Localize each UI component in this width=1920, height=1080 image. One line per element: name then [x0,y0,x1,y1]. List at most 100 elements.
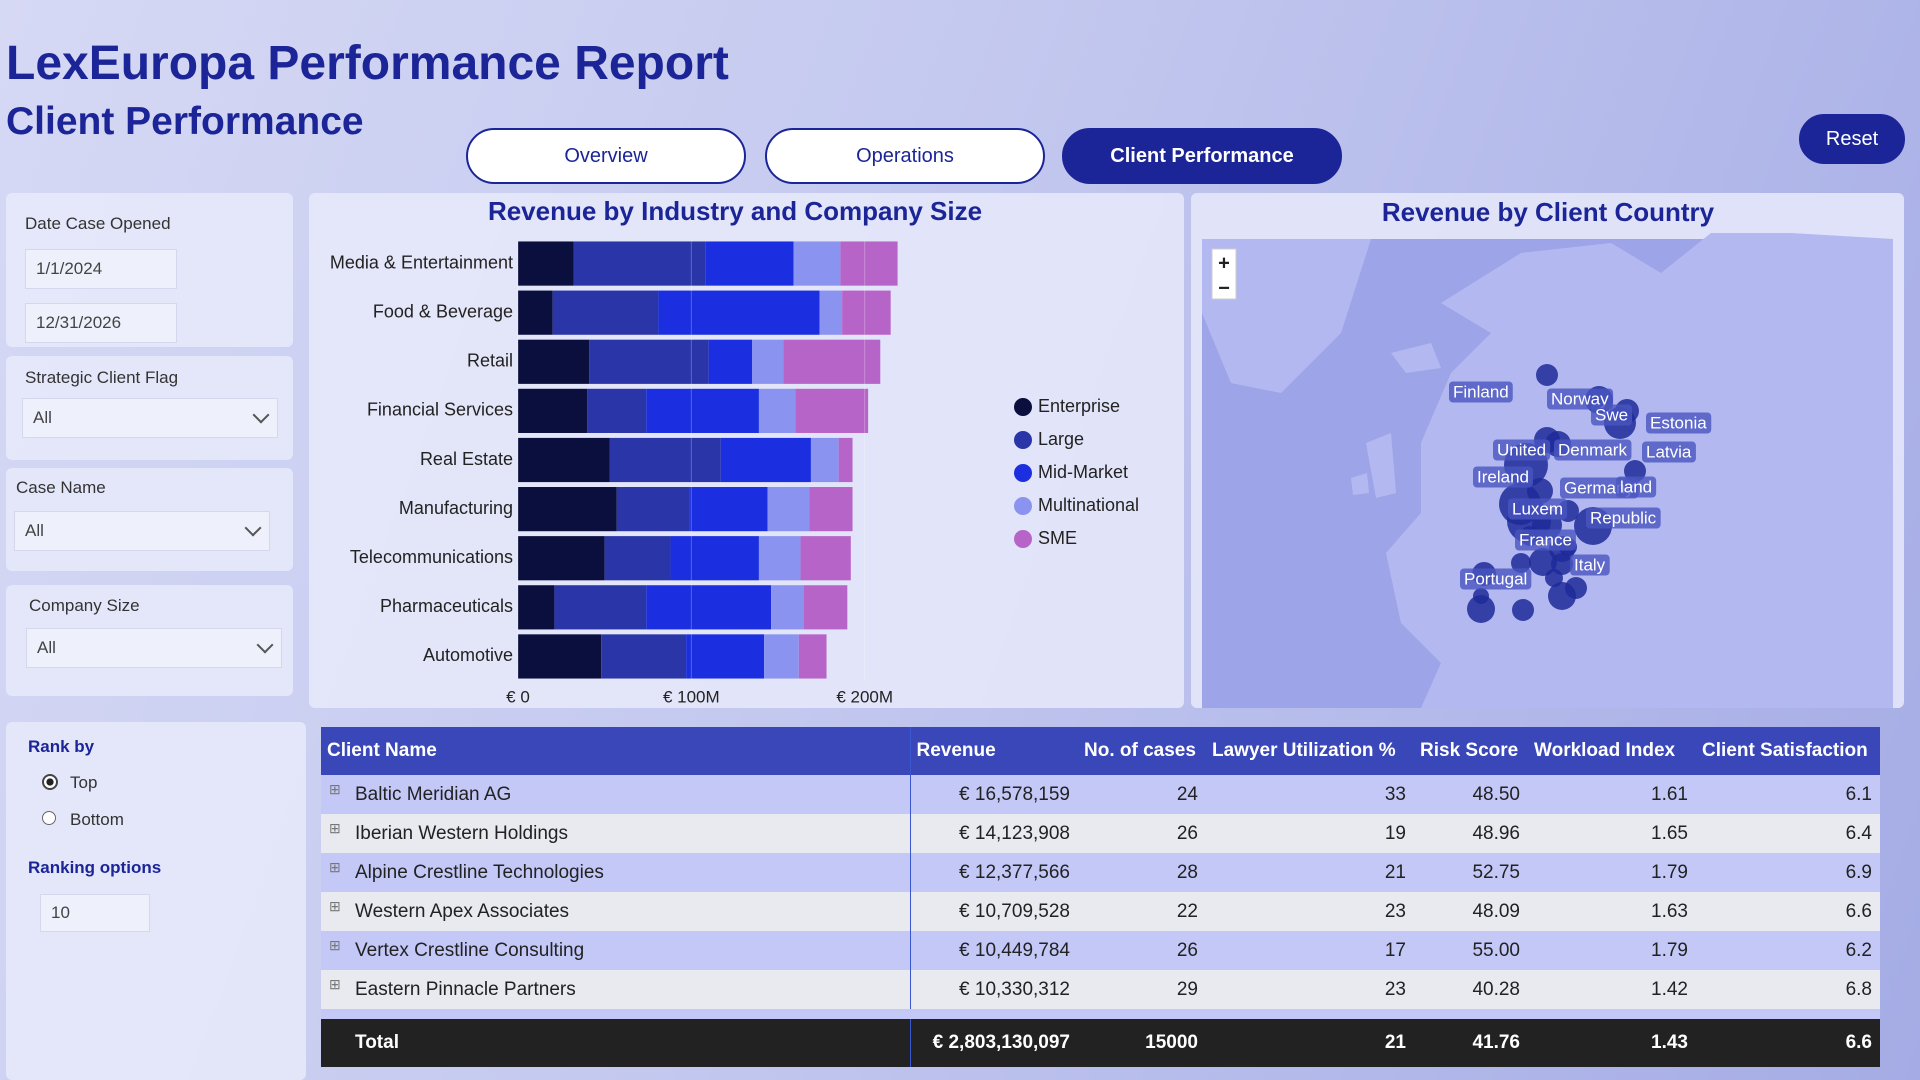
zoom-in[interactable]: + [1218,252,1230,274]
tab[interactable]: Client Performance [1062,128,1342,184]
x-tick-label: € 100M [663,687,720,706]
dropdown-value: All [25,521,44,540]
date-text: 1/1/2024 [36,259,103,278]
table-row: Iberian Western Holdings€ 14,123,9082619… [321,814,1880,853]
zoom-out[interactable]: − [1218,277,1230,299]
rank-input[interactable]: 10 [40,894,150,932]
bar-segment [819,290,843,335]
table-cell: 52.75 [1414,853,1528,892]
y-tick-label: Media & Entertainment [330,252,513,272]
map: Revenue by Client Country + − Norway Finl… [1202,197,1893,708]
chart: Revenue by Industry and Company Size Med… [330,196,1139,707]
y-tick-label: Real Estate [420,449,513,469]
bar-segment [646,585,772,630]
bar-segment [518,536,605,581]
legend-label: Mid-Market [1038,462,1128,482]
bar-segment [764,634,799,679]
bar-segment [686,634,765,679]
table-cell: 23 [1206,892,1414,931]
bar-segment [552,290,659,335]
strategic-filter: Strategic Client Flag All [6,356,293,460]
map-label: Latvia [1646,442,1692,461]
table-cell: 21 [1206,853,1414,892]
map-label: Portugal [1464,569,1527,588]
table-cell-empty [1696,1009,1880,1019]
zoom-control[interactable] [1211,248,1237,300]
table-cell: 6.6 [1696,892,1880,931]
table-cell: 40.28 [1414,970,1528,1009]
total-cell: Total [321,1019,910,1067]
rank-panel: Rank by Top Bottom Ranking options 10 [6,722,306,1080]
date-input[interactable]: 12/31/2026 [25,303,177,343]
bar-segment [771,585,804,630]
radio-on[interactable] [42,774,58,790]
map-bubble [1512,599,1534,621]
column-header: Lawyer Utilization % [1206,727,1414,775]
table-cell: 48.96 [1414,814,1528,853]
table-cell: Alpine Crestline Technologies [321,853,910,892]
map-label-group: Finland [1449,381,1513,403]
legend-label: Large [1038,429,1084,449]
table-cell: 48.50 [1414,775,1528,814]
map-label-bg [1646,412,1712,434]
reset-button[interactable]: Reset [1799,114,1905,164]
column-header: No. of cases [1078,727,1206,775]
map-label: Denmark [1558,440,1627,459]
map-label: Ireland [1477,467,1529,486]
filter-label: Strategic Client Flag [25,368,179,387]
table-cell: 23 [1206,970,1414,1009]
map-bubble [1536,364,1558,386]
radio-off[interactable] [42,811,56,825]
map-label-bg [1449,381,1513,403]
bar-segment [720,437,811,483]
bar-segment [609,437,721,483]
rank-label: Rank by [28,737,95,756]
table-cell: 17 [1206,931,1414,970]
filter-label: Case Name [16,478,106,497]
table-cell: 1.79 [1528,853,1696,892]
bar-segment [810,437,839,483]
map-label: Swe [1595,405,1628,424]
bar-segment [518,487,617,532]
map-label-bg [1554,439,1632,461]
bar-segment [518,585,555,630]
tab[interactable]: Overview [466,128,746,184]
bar-segment [604,536,671,581]
bar-segment [783,339,881,384]
map-label-group: Portugal [1460,568,1532,590]
map-label: Italy [1574,555,1606,574]
tab[interactable]: Operations [765,128,1045,184]
dropdown-value: All [33,408,52,427]
legend-swatch [1014,464,1032,482]
legend-label: Enterprise [1038,396,1120,416]
map-label-bg [1570,554,1610,576]
table-cell: € 10,449,784 [909,931,1078,970]
date-input[interactable]: 1/1/2024 [25,249,177,289]
dropdown[interactable]: All [22,398,278,438]
table-cell: 55.00 [1414,931,1528,970]
total-row: Total € 2,803,130,097 15000 21 41.76 1.43 6.6 [321,1019,1880,1067]
map-label-bg [1547,388,1614,410]
bar-segment [518,339,590,384]
map-label-group: Latvia [1642,441,1696,463]
map-label-bg [1586,507,1661,529]
map-bubble [1527,478,1553,504]
dropdown[interactable]: All [14,511,270,551]
map-label: Norway [1551,389,1609,408]
dropdown[interactable]: All [26,628,282,668]
table-cell: 6.8 [1696,970,1880,1009]
bar-segment [800,536,851,581]
table-row: Alpine Crestline Technologies€ 12,377,56… [321,853,1880,892]
table-cell: 26 [1078,814,1206,853]
total-cell: 21 [1206,1019,1414,1067]
map-label-bg [1591,404,1633,426]
report-title: LexEuropa Performance Report [6,37,729,90]
table-cell: Baltic Meridian AG [321,775,910,814]
bar-segment [646,388,759,433]
total-cell: 41.76 [1414,1019,1528,1067]
map-label: land [1620,477,1652,496]
table-cell: 19 [1206,814,1414,853]
column-header: Client Name [321,727,910,775]
bar-segment [793,241,841,286]
table-row: Western Apex Associates€ 10,709,52822234… [321,892,1880,931]
